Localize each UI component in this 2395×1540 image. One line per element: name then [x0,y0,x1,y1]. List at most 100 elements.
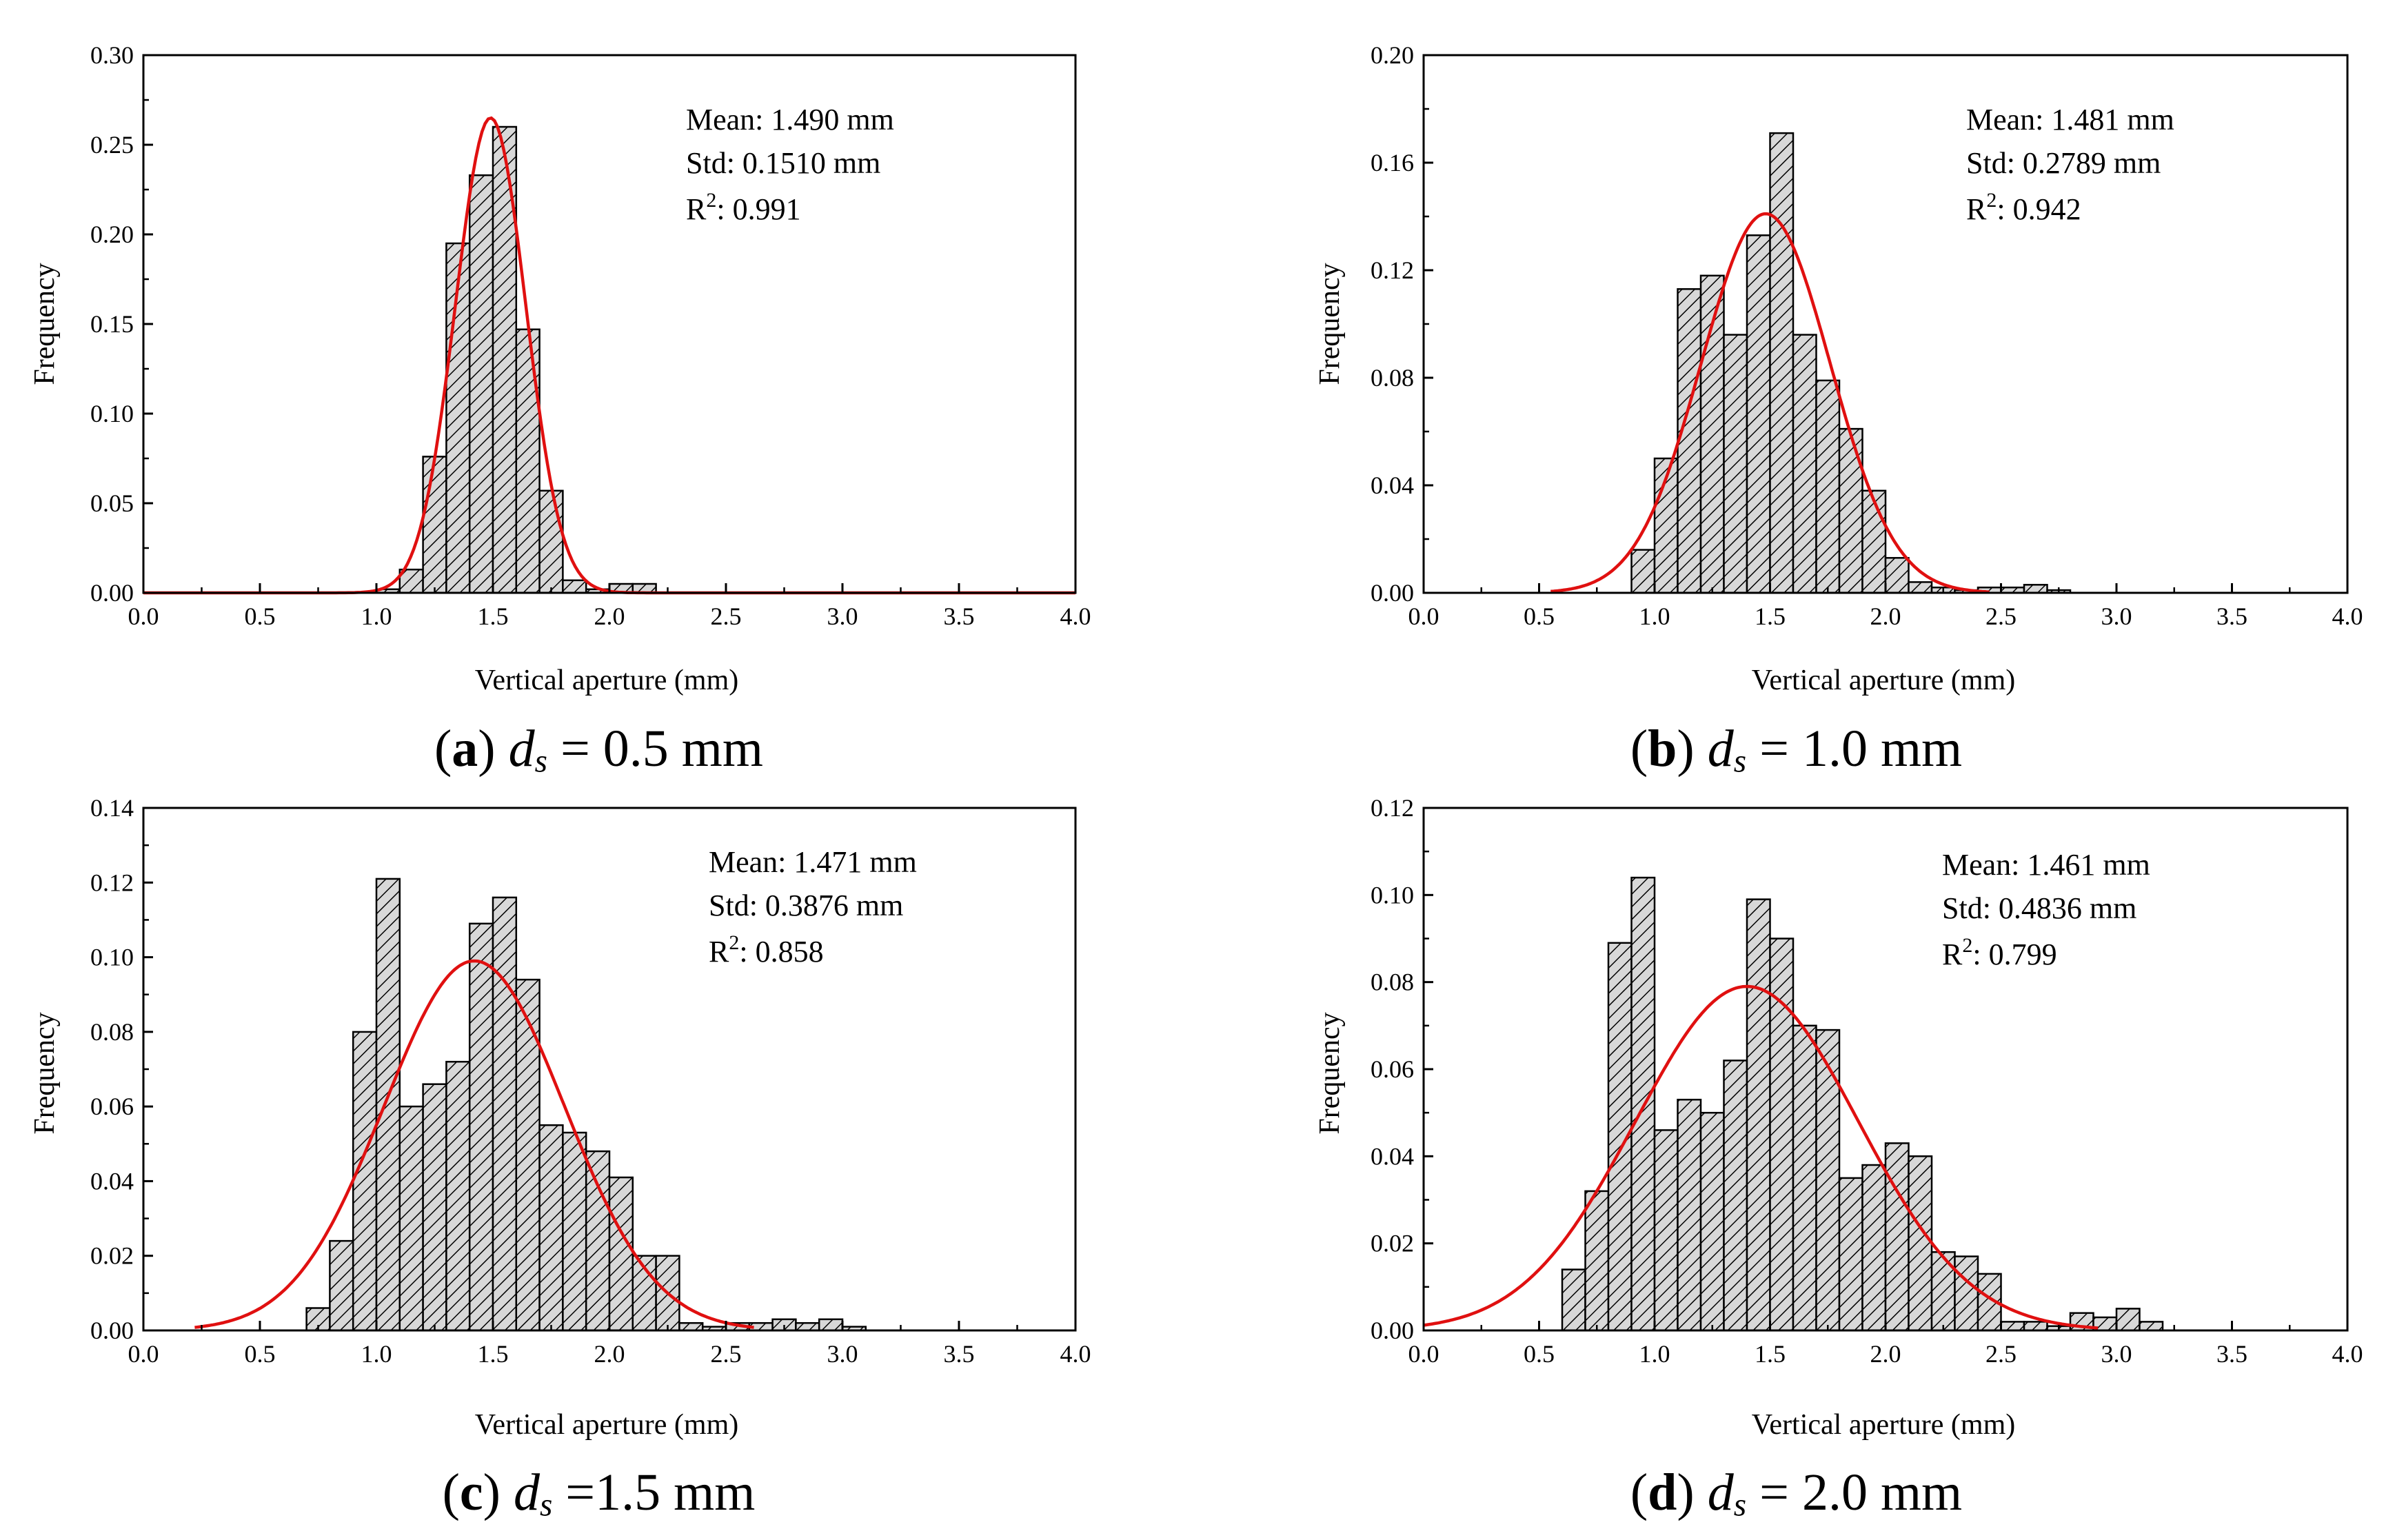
r2-annotation: R2: 0.942 [1966,189,2081,226]
chart-panel-d: 0.0 0.5 1.0 1.5 2.0 2.5 3.0 3.5 4.0 0.00 0.02 0.04 0… [1198,770,2395,1540]
histogram-bar [1630,549,1656,594]
x-tick-label: 3.0 [2101,1340,2132,1368]
y-tick-label: 0.12 [1371,794,1414,822]
x-tick-label: 3.5 [944,1340,975,1368]
x-tick-label: 1.0 [361,1340,392,1368]
histogram-bar [492,896,518,1332]
x-tick-label: 2.0 [1870,1340,1901,1368]
y-tick-label: 0.04 [1371,472,1414,499]
y-tick-label: 0.12 [1371,256,1414,284]
x-tick-label: 3.0 [827,602,858,630]
histogram-bar [538,489,564,594]
x-tick-label: 2.5 [1985,1340,2017,1368]
x-tick-label: 2.0 [1870,602,1901,630]
chart-panel-b: 0.0 0.5 1.0 1.5 2.0 2.5 3.0 3.5 4.0 0.00 0.04 0.08 0… [1198,0,2395,778]
y-tick-label: 0.04 [90,1167,134,1195]
x-tick-label: 4.0 [2332,1340,2363,1368]
std-annotation: Std: 0.2789 mm [1966,146,2161,180]
histogram-bar [608,1176,634,1332]
x-axis-label: Vertical aperture (mm) [1752,665,2015,696]
y-tick-label: 0.00 [90,1317,134,1344]
x-tick-label: 2.5 [1985,602,2017,630]
histogram-bar [1677,1098,1702,1332]
x-tick-label: 1.0 [1639,602,1670,630]
histogram-bar [2000,1321,2025,1332]
x-tick-label: 1.0 [361,602,392,630]
histogram-chart-c: 0.0 0.5 1.0 1.5 2.0 2.5 3.0 3.5 4.0 0.00 0.02 0.04 0… [29,794,1091,1441]
y-tick-label: 0.08 [1371,364,1414,392]
x-tick-label: 0.0 [1408,602,1439,630]
histogram-bar [1884,1142,1910,1332]
histogram-bar [1677,288,1702,594]
r2-annotation: R2: 0.799 [1942,934,2057,971]
y-tick-label: 0.02 [90,1242,134,1270]
y-tick-label: 0.14 [90,794,134,822]
y-tick-label: 0.10 [1371,881,1414,909]
x-tick-label: 0.5 [1524,1340,1555,1368]
x-tick-label: 1.5 [478,1340,509,1368]
y-tick-label: 0.12 [90,869,134,896]
histogram-bar [1908,581,1933,594]
histogram-bar [1815,1029,1841,1332]
panel-caption-d: (d) ds = 2.0 mm [1630,1463,1963,1523]
x-axis-label: Vertical aperture (mm) [475,1409,738,1441]
y-axis-label: Frequency [1314,1012,1346,1134]
histogram-bar [1699,1111,1725,1332]
histogram-bar [468,922,494,1332]
x-tick-label: 2.5 [711,1340,742,1368]
histogram-bar [2023,584,2048,594]
normal-fit-curve [1423,984,2099,1330]
histogram-bar [1561,1268,1586,1332]
histogram-bar [1861,489,1887,594]
panel-caption-a: (a) ds = 0.5 mm [434,720,764,780]
y-tick-label: 0.10 [90,400,134,427]
x-axis-label: Vertical aperture (mm) [475,665,738,696]
mean-annotation: Mean: 1.461 mm [1942,848,2150,882]
r2-annotation: R2: 0.991 [686,189,801,226]
y-tick-label: 0.02 [1371,1230,1414,1257]
histogram-bar [1792,334,1817,594]
histogram-bar [445,1060,471,1332]
normal-fit-curve [143,116,1075,595]
mean-annotation: Mean: 1.471 mm [709,845,917,879]
histogram-bar [538,1124,564,1332]
histogram-bar [795,1321,820,1332]
histogram-chart-b: 0.0 0.5 1.0 1.5 2.0 2.5 3.0 3.5 4.0 0.00 0.04 0.08 0… [1314,41,2363,696]
y-tick-label: 0.00 [90,579,134,607]
x-tick-label: 0.0 [128,602,159,630]
mean-annotation: Mean: 1.490 mm [686,103,894,136]
histogram-bar [1884,557,1910,594]
y-axis-label: Frequency [1314,263,1346,385]
x-tick-label: 2.5 [711,602,742,630]
r2-annotation: R2: 0.858 [709,931,824,969]
histogram-bar [1792,1024,1817,1332]
std-annotation: Std: 0.3876 mm [709,889,903,922]
plot-frame [142,54,1077,594]
histogram-bar [515,978,540,1332]
histogram-bar [562,1131,587,1332]
histogram-bar [1838,1177,1863,1332]
histogram-bar [2023,1321,2048,1332]
std-annotation: Std: 0.4836 mm [1942,891,2136,925]
chart-panel-c: 0.0 0.5 1.0 1.5 2.0 2.5 3.0 3.5 4.0 0.00 0.02 0.04 0… [0,770,1198,1540]
histogram-bar [1954,1255,1979,1332]
histogram-bar [1838,427,1863,594]
x-tick-label: 4.0 [1060,602,1091,630]
histogram-bar [585,1150,611,1332]
histogram-bar [1861,1164,1887,1332]
x-tick-label: 3.5 [2216,1340,2247,1368]
std-annotation: Std: 0.1510 mm [686,146,880,180]
y-tick-label: 0.20 [90,221,134,248]
y-tick-label: 0.15 [90,310,134,338]
histogram-bar [1723,334,1748,594]
x-tick-label: 3.5 [944,602,975,630]
x-tick-label: 1.5 [478,602,509,630]
x-tick-label: 1.5 [1755,1340,1786,1368]
mean-annotation: Mean: 1.481 mm [1966,103,2174,136]
histogram-bar [1769,132,1795,594]
chart-panel-a: 0.0 0.5 1.0 1.5 2.0 2.5 3.0 3.5 4.0 0.00 0.05 0.10 0… [0,0,1198,778]
y-tick-label: 0.00 [1371,579,1414,607]
histogram-bar [1653,1129,1679,1332]
x-tick-label: 0.5 [245,602,276,630]
y-axis-label: Frequency [29,1012,61,1134]
